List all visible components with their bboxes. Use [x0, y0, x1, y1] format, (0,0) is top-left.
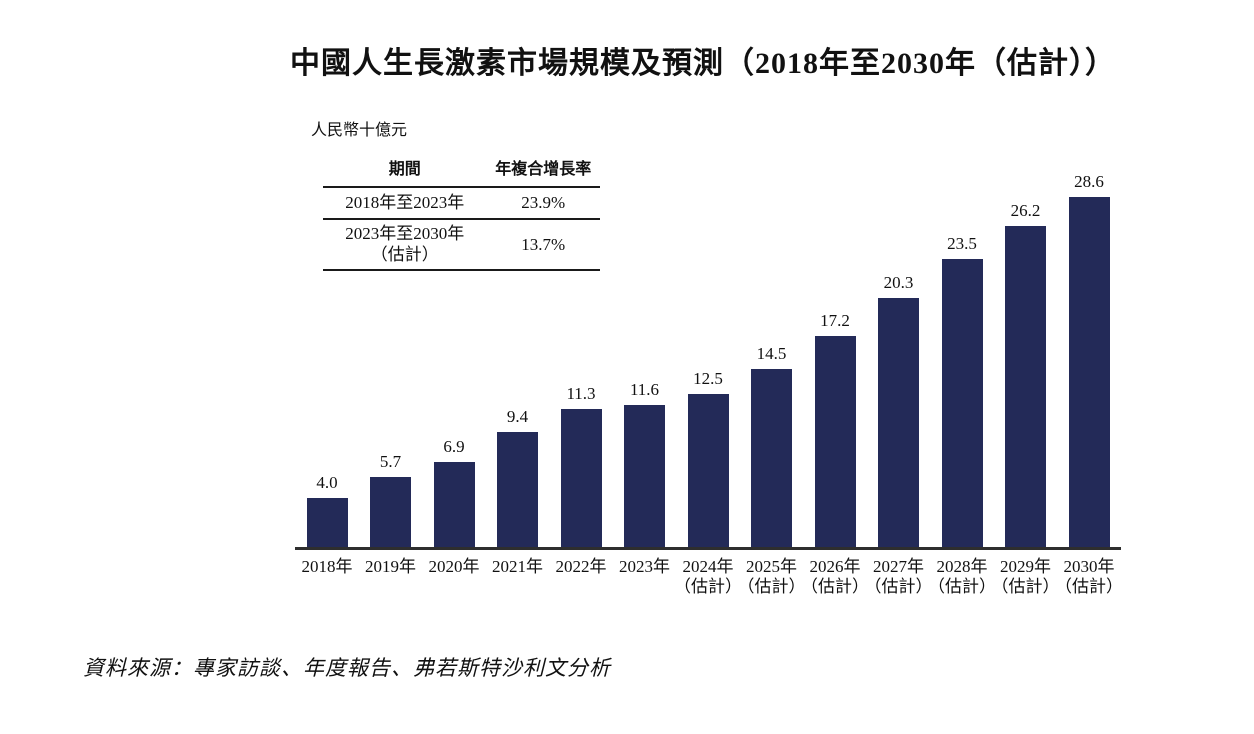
bar [751, 369, 792, 547]
bar [560, 408, 602, 547]
source-note: 資料來源：專家訪談、年度報告、弗若斯特沙利文分析 [83, 656, 611, 680]
bar [814, 336, 856, 547]
bar-chart-plot-area: 4.0 2018年 5.7 2019年 6.9 2020年 9.4 2021年 11.3 2022… [295, 160, 1123, 596]
cagr-period-cell: 2023年至2030年 （估計） [345, 224, 465, 265]
bar [1005, 226, 1046, 547]
x-axis-label: 2023年 [619, 557, 670, 576]
cagr-table-row: 2018年至2023年 23.9% [323, 188, 600, 220]
cagr-header-rate: 年複合增長率 [495, 161, 592, 178]
bar [941, 259, 983, 547]
bar-value-label: 23.5 [947, 234, 977, 254]
x-axis-label: 2028年 （估計） [928, 557, 996, 596]
bar [687, 393, 729, 547]
cagr-header-period: 期間 [388, 161, 421, 178]
cagr-table-body: 2018年至2023年 23.9% 2023年至2030年 （估計） 13.7% [323, 188, 600, 271]
bar-value-label: 17.2 [820, 311, 850, 331]
bar-value-label: 14.5 [756, 344, 787, 364]
bar-value-label: 5.7 [379, 452, 402, 472]
bar-value-label: 12.5 [693, 368, 723, 388]
x-axis-line [295, 547, 1121, 550]
bar-value-label: 26.2 [1010, 201, 1041, 221]
x-axis-label: 2025年 （估計） [737, 557, 806, 596]
bar [433, 462, 475, 547]
bar [370, 477, 411, 547]
bar-value-label: 28.6 [1074, 171, 1104, 191]
bar-value-label: 4.0 [316, 473, 338, 492]
x-axis-label: 2030年 （估計） [1055, 557, 1123, 596]
bar [624, 404, 665, 547]
bar-value-label: 11.3 [566, 383, 596, 403]
y-axis-unit-label: 人民幣十億元 [311, 122, 408, 139]
x-axis-label: 2019年 [365, 557, 416, 576]
x-axis-label: 2027年 （估計） [864, 557, 933, 596]
cagr-rate-cell: 23.9% [521, 193, 566, 213]
cagr-rate-cell: 13.7% [521, 234, 566, 254]
cagr-period-cell: 2018年至2023年 [345, 193, 465, 213]
bar [497, 431, 538, 547]
x-axis-label: 2024年 （估計） [674, 557, 742, 596]
x-axis-label: 2018年 [301, 557, 353, 576]
bar-value-label: 9.4 [506, 406, 529, 426]
bar [306, 498, 348, 547]
x-axis-label: 2020年 [428, 557, 480, 576]
cagr-table-header-row: 期間 年複合增長率 [323, 154, 600, 188]
chart-title: 中國人生長激素市場規模及預測（2018年至2030年（估計）） [290, 47, 1116, 80]
bar [1068, 196, 1110, 547]
x-axis-label: 2026年 （估計） [801, 557, 869, 596]
x-axis-label: 2022年 [555, 557, 607, 576]
bar-value-label: 6.9 [443, 437, 465, 457]
cagr-table-row: 2023年至2030年 （估計） 13.7% [323, 220, 600, 271]
x-axis-label: 2029年 （估計） [991, 557, 1060, 596]
x-axis-label: 2021年 [492, 557, 543, 576]
bar-value-label: 11.6 [629, 379, 660, 399]
bar-value-label: 20.3 [883, 273, 914, 293]
cagr-table: 期間 年複合增長率 2018年至2023年 23.9% 2023年至2030年 （估… [323, 154, 600, 271]
bar [878, 298, 919, 547]
